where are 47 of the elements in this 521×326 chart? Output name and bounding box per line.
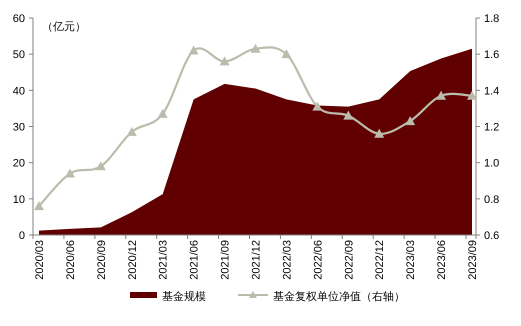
y-tick-label: 20 (12, 158, 25, 170)
y2-tick-label: 0.6 (484, 230, 500, 242)
point (250, 44, 260, 53)
legend-label: 基金规模 (162, 290, 206, 303)
x-tick-label: 2020/12 (126, 240, 139, 280)
y-tick-label: 30 (12, 122, 25, 134)
point (220, 56, 230, 66)
y2-tick-label: 1.4 (484, 85, 500, 98)
x-tick-label: 2022/06 (312, 240, 324, 280)
y-tick-label: 0 (18, 230, 25, 242)
x-tick-label: 2023/03 (405, 240, 418, 280)
x-tick-label: 2020/03 (34, 240, 46, 280)
point (436, 90, 446, 100)
point (158, 108, 168, 118)
y2-tick-label: 1.2 (484, 122, 500, 134)
x-tick-label: 2021/06 (188, 240, 201, 280)
point (34, 201, 44, 210)
x-tick-label: 2023/09 (467, 240, 479, 280)
point (343, 110, 354, 120)
x-tick-label: 2021/03 (158, 240, 170, 280)
x-tick-label: 2023/06 (436, 240, 448, 280)
y2-tick-label: 0.8 (484, 194, 500, 206)
y2-tick-label: 1.8 (484, 13, 500, 25)
point (312, 102, 322, 111)
legend-label: 基金复权单位净值（右轴） (273, 290, 405, 303)
point (281, 49, 292, 58)
x-tick-label: 2022/09 (343, 240, 356, 280)
point (405, 116, 416, 126)
y-axis-title: （亿元） (42, 21, 86, 33)
x-tick-label: 2022/12 (374, 240, 386, 280)
x-tick-label: 2020/09 (96, 240, 108, 280)
x-tick-label: 2022/03 (281, 240, 294, 280)
y2-tick-label: 1.6 (484, 49, 500, 62)
point (188, 46, 199, 55)
point (96, 161, 106, 170)
y-tick-label: 50 (12, 49, 25, 62)
y-tick-label: 40 (12, 85, 25, 98)
y-tick-label: 10 (12, 194, 25, 206)
point (64, 168, 75, 178)
y2-tick-label: 1.0 (484, 158, 500, 170)
x-tick-label: 2020/06 (64, 240, 77, 280)
point (126, 126, 137, 136)
point (467, 90, 477, 100)
point (374, 128, 384, 138)
x-tick-label: 2021/12 (250, 240, 262, 280)
x-tick-label: 2021/09 (220, 240, 232, 280)
y-tick-label: 60 (12, 13, 25, 25)
